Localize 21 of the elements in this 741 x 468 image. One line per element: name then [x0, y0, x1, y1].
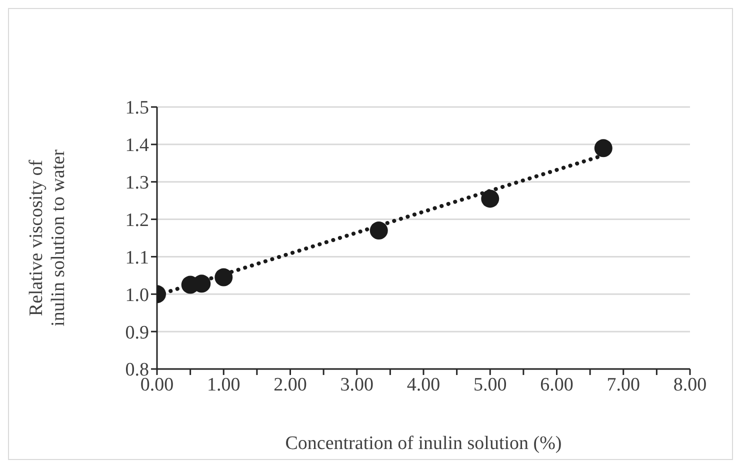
y-tick-label: 1.0: [125, 284, 149, 306]
x-tick-label: 5.00: [474, 374, 507, 396]
y-tick-label: 1.1: [125, 247, 149, 268]
y-axis-title: Relative viscosity of inulin solution to water: [26, 148, 69, 326]
point: [370, 222, 388, 240]
x-axis-title: Concentration of inulin solution (%): [285, 433, 562, 454]
y-tick-label: 1.2: [125, 210, 149, 232]
point: [214, 268, 233, 286]
x-tick-label: 1.00: [207, 374, 240, 396]
x-tick-label: 4.00: [406, 374, 440, 396]
y-tick-label: 0.9: [125, 322, 149, 344]
point: [481, 190, 500, 208]
x-tick-label: 3.00: [340, 374, 374, 396]
x-tick-label: 6.00: [540, 374, 574, 396]
y-tick-label: 1.4: [125, 135, 150, 156]
point: [594, 139, 612, 158]
y-tick-label: 1.3: [125, 172, 149, 194]
x-tick-label: 2.00: [274, 374, 307, 396]
y-tick-label: 1.5: [125, 98, 149, 119]
x-tick-label: 8.00: [673, 374, 707, 396]
x-tick-label: 7.00: [606, 374, 640, 396]
